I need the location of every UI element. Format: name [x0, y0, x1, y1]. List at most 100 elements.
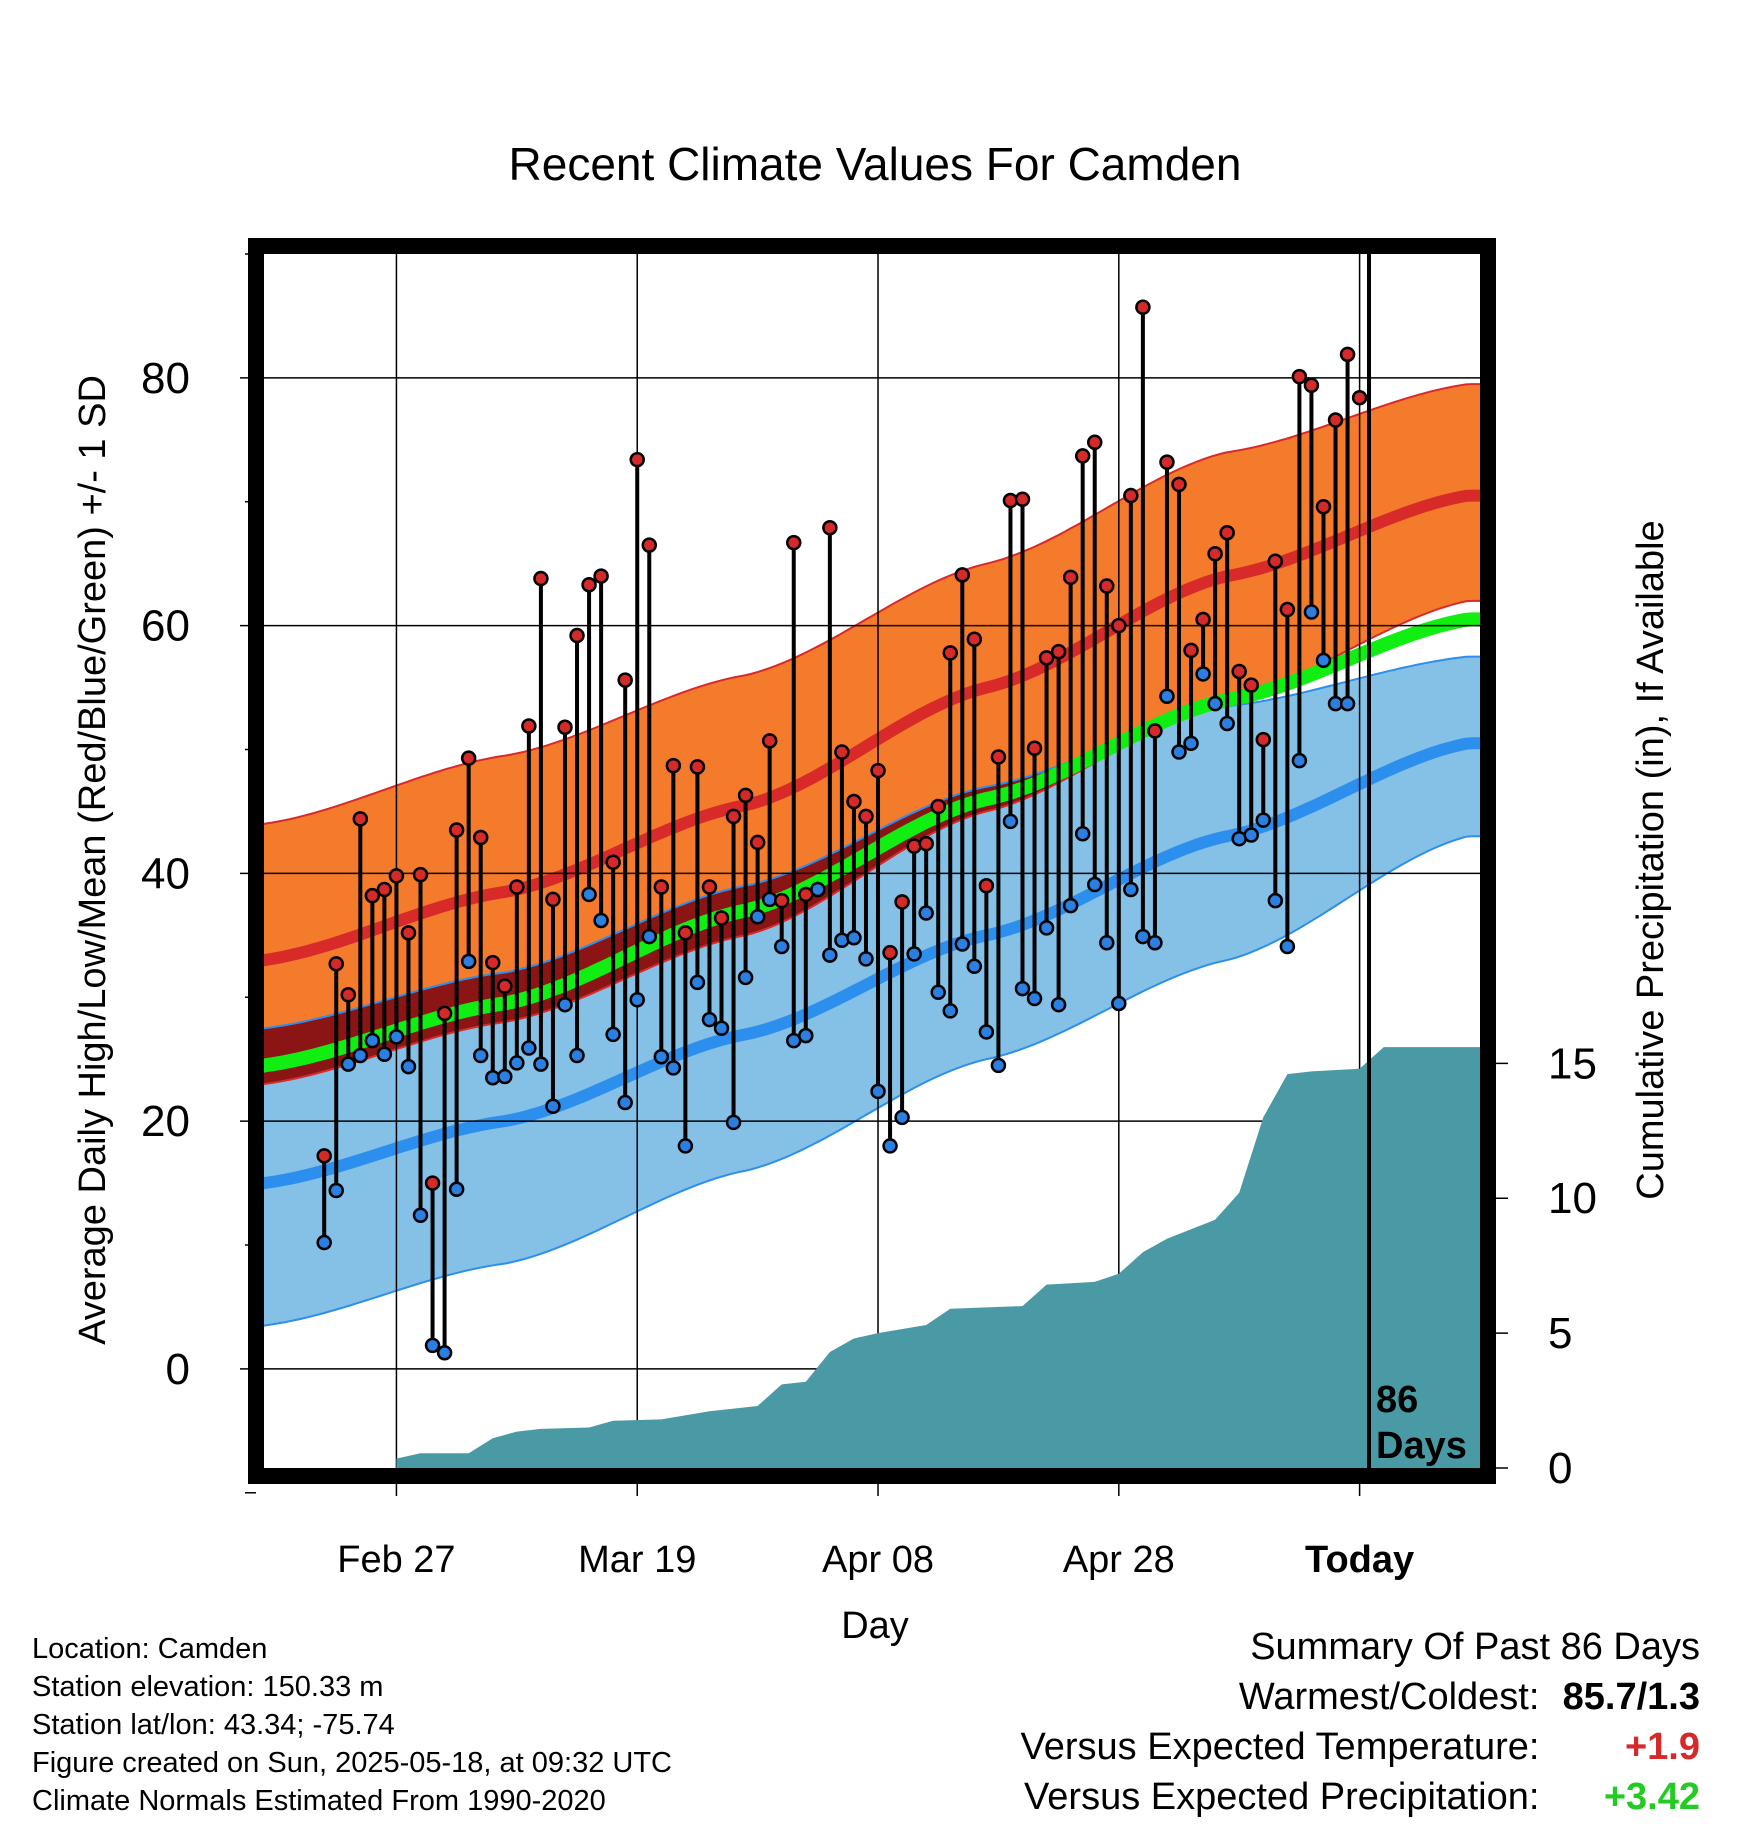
high-normal-line — [256, 489, 1488, 969]
daily-high-point — [641, 537, 658, 553]
daily-low-point — [713, 1020, 730, 1036]
daily-high-point — [593, 568, 609, 584]
today-days-count: 86 — [1376, 1379, 1418, 1421]
summary-temp-row: Versus Expected Temperature: +1.9 — [1021, 1722, 1700, 1772]
daily-low-point — [1267, 892, 1284, 909]
daily-low-point — [990, 1057, 1007, 1074]
y-right-tick-label: 5 — [1548, 1309, 1572, 1358]
daily-low-point — [906, 946, 922, 962]
daily-low-point — [1195, 666, 1211, 682]
daily-low-point — [1315, 652, 1332, 669]
daily-low-point — [617, 1094, 633, 1111]
daily-high-point — [665, 757, 682, 774]
daily-low-point — [689, 974, 706, 991]
daily-high-point — [737, 787, 754, 804]
daily-high-point — [773, 892, 790, 909]
daily-low-point — [1291, 752, 1308, 769]
daily-high-point — [1171, 476, 1187, 493]
daily-low-point — [749, 908, 766, 925]
daily-high-point — [942, 645, 959, 661]
low-sd-upper-line — [256, 655, 1488, 1032]
daily-low-point — [1026, 990, 1043, 1007]
daily-high-point — [785, 534, 802, 551]
daily-high-point — [846, 793, 862, 810]
daily-high-point — [677, 925, 694, 941]
daily-high-point — [894, 894, 910, 910]
daily-low-point — [1086, 876, 1103, 893]
info-elevation: Station elevation: 150.33 m — [32, 1671, 384, 1703]
daily-low-point — [460, 953, 477, 970]
daily-high-point — [954, 567, 971, 583]
daily-high-point — [388, 868, 405, 884]
daily-high-point — [1303, 377, 1320, 394]
daily-low-point — [930, 984, 946, 1001]
daily-low-point — [629, 991, 645, 1008]
daily-high-point — [749, 834, 766, 851]
daily-low-point — [858, 951, 874, 967]
daily-high-point — [1267, 553, 1284, 569]
daily-low-point — [870, 1083, 886, 1100]
daily-high-point — [713, 910, 730, 926]
daily-high-point — [436, 1005, 453, 1022]
y-left-tick-label: 0 — [166, 1345, 190, 1394]
y-left-tick-label: 60 — [141, 602, 190, 651]
chart-title: Recent Climate Values For Camden — [509, 138, 1242, 190]
daily-high-point — [605, 854, 621, 870]
daily-high-point — [617, 672, 633, 688]
daily-low-point — [966, 958, 983, 975]
info-latlon: Station lat/lon: 43.34; -75.74 — [32, 1709, 395, 1741]
low-sd-band — [256, 656, 1488, 1328]
plot-frame — [248, 238, 1496, 1484]
daily-high-point — [1074, 448, 1091, 464]
daily-high-point — [930, 798, 946, 815]
daily-low-point — [846, 930, 862, 946]
daily-low-point — [978, 1024, 995, 1040]
summary-temp-value: +1.9 — [1624, 1726, 1700, 1768]
daily-low-point — [1123, 881, 1139, 898]
daily-low-point — [364, 1032, 381, 1049]
daily-high-point — [1050, 643, 1067, 660]
daily-low-point — [376, 1046, 393, 1062]
daily-high-point — [761, 733, 778, 749]
summary-precip-label: Versus Expected Precipitation: — [1024, 1776, 1540, 1818]
daily-high-point — [485, 954, 501, 971]
daily-low-point — [533, 1056, 549, 1072]
daily-high-point — [1062, 569, 1079, 586]
summary-heading: Summary Of Past 86 Days — [1250, 1626, 1700, 1668]
daily-low-point — [1074, 825, 1091, 842]
info-location: Location: Camden — [32, 1633, 268, 1665]
daily-low-point — [1207, 695, 1223, 712]
y-left-tick-label: 20 — [141, 1097, 190, 1146]
x-tick-label: Mar 19 — [578, 1539, 696, 1581]
daily-low-point — [472, 1047, 489, 1064]
daily-low-point — [448, 1181, 465, 1198]
daily-low-point — [641, 928, 658, 945]
today-days-label: Days — [1376, 1425, 1467, 1467]
daily-high-point — [509, 879, 525, 895]
daily-high-point — [1195, 611, 1211, 628]
summary-warmest-value: 85.7/1.3 — [1562, 1676, 1700, 1718]
daily-high-point — [581, 577, 597, 593]
daily-high-point — [1026, 740, 1043, 757]
daily-low-point — [388, 1029, 405, 1045]
daily-high-point — [472, 829, 489, 846]
daily-low-point — [436, 1345, 453, 1361]
daily-low-point — [1050, 996, 1067, 1013]
daily-low-point — [424, 1337, 441, 1354]
daily-high-point — [545, 891, 561, 908]
daily-high-point — [1099, 578, 1115, 594]
daily-high-point — [1086, 434, 1103, 451]
daily-low-point — [605, 1026, 621, 1043]
daily-high-point — [1279, 601, 1296, 618]
summary-precip-row: Versus Expected Precipitation: +3.42 — [1021, 1772, 1700, 1822]
daily-high-point — [340, 987, 357, 1003]
daily-low-point — [1062, 897, 1079, 914]
daily-high-point — [870, 762, 886, 779]
daily-high-point — [1327, 412, 1344, 428]
daily-low-point — [882, 1138, 898, 1154]
daily-high-point — [1255, 731, 1272, 748]
y-axis-label-right: Cumulative Precipitation (in), If Availa… — [1630, 520, 1672, 1199]
y-left-tick-label: 40 — [141, 849, 190, 898]
daily-high-point — [1159, 454, 1175, 470]
